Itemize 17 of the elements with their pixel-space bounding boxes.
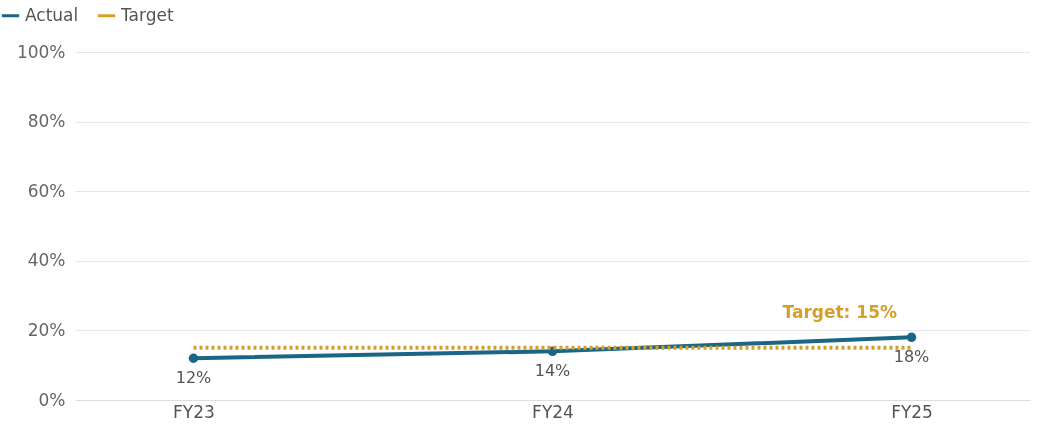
point <box>906 332 917 343</box>
x-tick-label: FY25 <box>891 401 933 422</box>
y-tick-label: 0% <box>38 389 66 410</box>
data-label: 14% <box>534 361 571 381</box>
y-tick-label: 100% <box>16 41 66 62</box>
x-tick-label: FY24 <box>532 401 574 422</box>
data-label: 12% <box>175 368 212 388</box>
y-tick-label: 60% <box>27 180 66 201</box>
legend-label: Actual <box>25 4 79 25</box>
data-label: 18% <box>893 347 930 367</box>
y-tick-label: 20% <box>27 319 66 340</box>
y-tick-label: 40% <box>27 250 66 271</box>
y-tick-label: 80% <box>27 111 66 132</box>
annotation: Target: 15% <box>782 302 897 322</box>
legend-label: Target <box>120 4 174 25</box>
x-tick-label: FY23 <box>173 401 215 422</box>
point <box>188 353 199 363</box>
